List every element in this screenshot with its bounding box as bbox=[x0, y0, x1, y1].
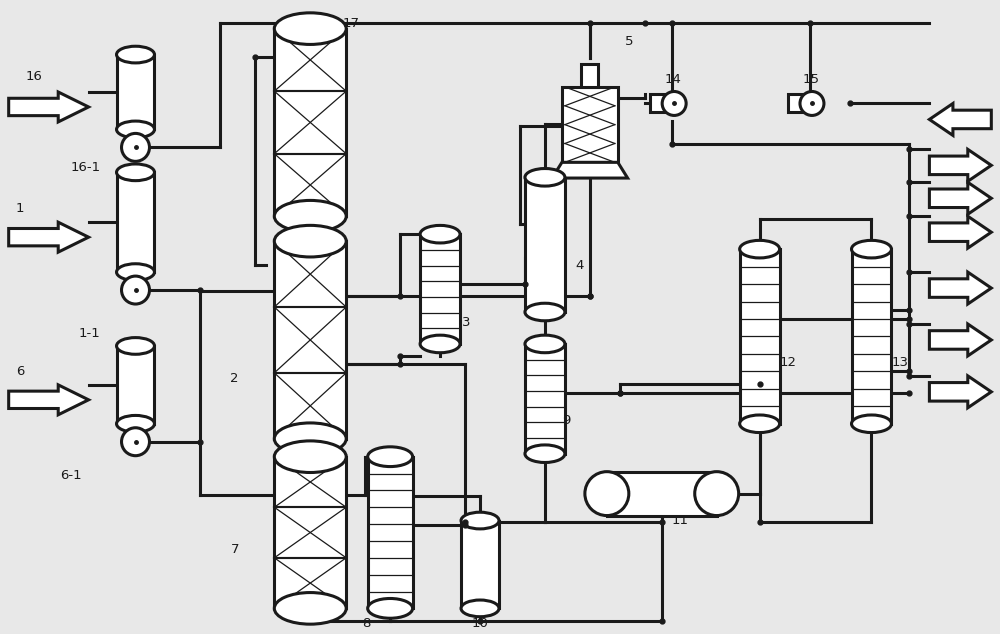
Bar bbox=[117, 55, 154, 129]
Polygon shape bbox=[929, 103, 991, 136]
Text: 9: 9 bbox=[562, 414, 570, 427]
Ellipse shape bbox=[695, 472, 739, 515]
Ellipse shape bbox=[585, 472, 629, 515]
Text: 11: 11 bbox=[672, 514, 689, 527]
Polygon shape bbox=[929, 216, 991, 248]
Text: 10: 10 bbox=[472, 618, 489, 630]
Ellipse shape bbox=[800, 91, 824, 115]
Ellipse shape bbox=[525, 335, 565, 353]
Text: 1-1: 1-1 bbox=[79, 327, 100, 340]
Polygon shape bbox=[552, 162, 628, 178]
Polygon shape bbox=[929, 150, 991, 181]
Text: 16-1: 16-1 bbox=[71, 161, 101, 174]
Ellipse shape bbox=[274, 13, 346, 44]
Bar bbox=[581, 64, 598, 87]
Ellipse shape bbox=[117, 164, 154, 181]
Text: 12: 12 bbox=[780, 356, 797, 369]
Bar bbox=[525, 344, 565, 454]
Text: 16: 16 bbox=[26, 70, 43, 83]
Bar bbox=[274, 241, 346, 439]
Ellipse shape bbox=[117, 264, 154, 280]
Ellipse shape bbox=[368, 598, 413, 618]
Bar bbox=[852, 249, 891, 424]
Ellipse shape bbox=[117, 121, 154, 138]
Bar bbox=[740, 249, 780, 424]
Ellipse shape bbox=[274, 593, 346, 624]
Ellipse shape bbox=[852, 415, 891, 432]
Bar bbox=[274, 29, 346, 216]
Text: 17: 17 bbox=[342, 16, 359, 30]
Ellipse shape bbox=[368, 447, 413, 467]
Polygon shape bbox=[9, 385, 89, 415]
Ellipse shape bbox=[525, 445, 565, 462]
Ellipse shape bbox=[525, 169, 565, 186]
Ellipse shape bbox=[274, 423, 346, 455]
Polygon shape bbox=[929, 272, 991, 304]
Ellipse shape bbox=[420, 226, 460, 243]
Text: 1: 1 bbox=[16, 202, 24, 215]
Text: 13: 13 bbox=[891, 356, 908, 369]
Text: 15: 15 bbox=[803, 72, 820, 86]
Ellipse shape bbox=[740, 240, 780, 258]
Bar bbox=[117, 172, 154, 272]
Polygon shape bbox=[929, 324, 991, 356]
Ellipse shape bbox=[461, 600, 499, 617]
Polygon shape bbox=[9, 222, 89, 252]
Polygon shape bbox=[929, 376, 991, 408]
Ellipse shape bbox=[852, 240, 891, 258]
Bar bbox=[788, 94, 810, 112]
Ellipse shape bbox=[662, 91, 686, 115]
Text: 8: 8 bbox=[362, 618, 371, 630]
Ellipse shape bbox=[117, 46, 154, 63]
Text: 3: 3 bbox=[462, 316, 471, 329]
Text: 2: 2 bbox=[230, 372, 239, 385]
Polygon shape bbox=[9, 92, 89, 122]
Bar bbox=[650, 94, 672, 112]
Bar bbox=[562, 87, 618, 162]
Bar bbox=[525, 178, 565, 312]
Ellipse shape bbox=[274, 200, 346, 232]
Text: 7: 7 bbox=[230, 543, 239, 557]
Bar bbox=[117, 346, 154, 424]
Text: 6-1: 6-1 bbox=[61, 469, 82, 482]
Bar bbox=[607, 472, 717, 515]
Bar bbox=[274, 456, 346, 609]
Text: 14: 14 bbox=[665, 72, 682, 86]
Ellipse shape bbox=[122, 133, 149, 161]
Ellipse shape bbox=[740, 415, 780, 432]
Ellipse shape bbox=[461, 512, 499, 529]
Text: 4: 4 bbox=[575, 259, 583, 272]
Ellipse shape bbox=[117, 337, 154, 354]
Ellipse shape bbox=[122, 428, 149, 456]
Bar bbox=[420, 234, 460, 344]
Bar bbox=[461, 521, 499, 609]
Ellipse shape bbox=[525, 303, 565, 321]
Ellipse shape bbox=[274, 225, 346, 257]
Text: 6: 6 bbox=[16, 365, 24, 378]
Polygon shape bbox=[929, 183, 991, 214]
Ellipse shape bbox=[117, 415, 154, 432]
Ellipse shape bbox=[274, 441, 346, 472]
Text: 5: 5 bbox=[625, 35, 633, 48]
Bar bbox=[368, 456, 413, 609]
Ellipse shape bbox=[420, 335, 460, 353]
Ellipse shape bbox=[122, 276, 149, 304]
